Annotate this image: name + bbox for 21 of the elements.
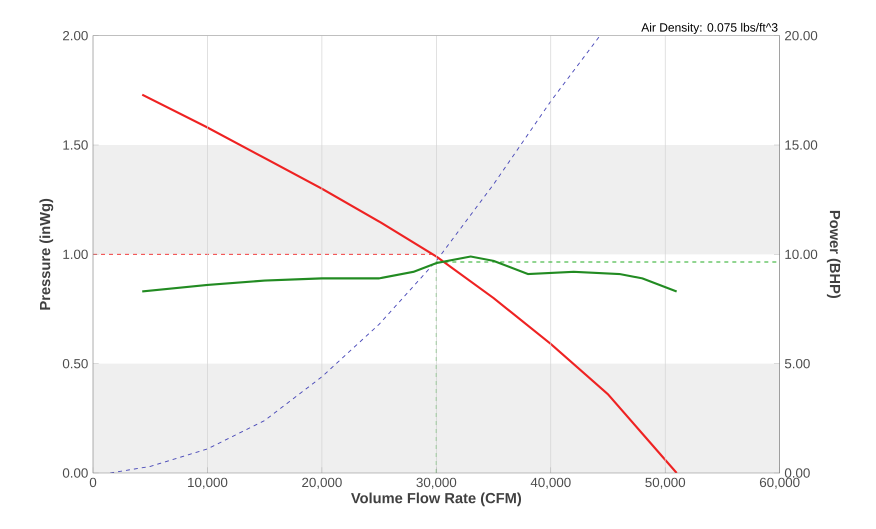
y2-tick-label: 5.00	[784, 358, 810, 368]
y-tick-label: 2.00	[63, 30, 88, 40]
y-tick-label: 1.50	[63, 140, 88, 150]
text: Air Density: 0.075 lbs/ft^3	[641, 22, 778, 34]
x-axis-title: Volume Flow Rate (CFM)	[351, 492, 522, 506]
x-tick-label: 20,000	[302, 478, 342, 489]
x-tick-label: 50,000	[645, 478, 686, 489]
x-tick-label: 60,000	[760, 478, 800, 489]
x-tick-label: 10,000	[188, 478, 228, 489]
y-tick-label: 0.00	[62, 468, 88, 478]
y2-tick-label: 15.00	[785, 140, 818, 150]
y-axis-title: Pressure (inWg)	[39, 198, 54, 310]
y2-tick-label: 10.00	[785, 250, 818, 260]
y2-axis-title: Power (BHP)	[826, 210, 841, 298]
x-tick-label: 30,000	[416, 478, 456, 489]
y2-tick-label: 0.00	[784, 468, 810, 478]
y2-tick-label: 20.00	[785, 30, 818, 40]
x-tick-label: 0	[90, 478, 96, 488]
y-tick-label: 1.00	[63, 250, 88, 260]
x-tick-label: 40,000	[530, 478, 571, 489]
y-tick-label: 0.50	[62, 358, 88, 368]
